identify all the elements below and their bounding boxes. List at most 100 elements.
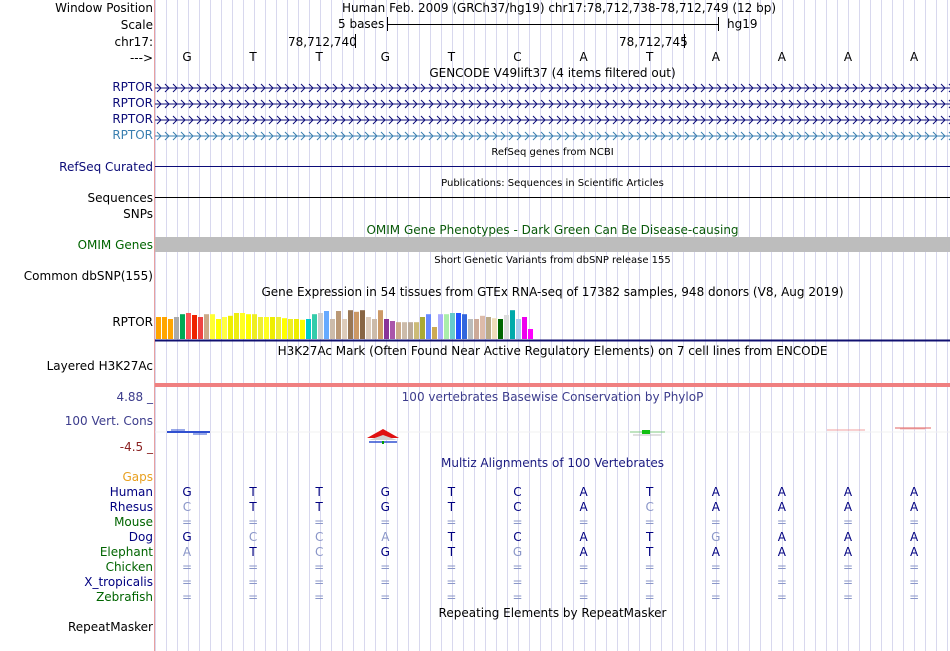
gtex-tissue-bar bbox=[426, 314, 431, 339]
dbsnp-track-title: Short Genetic Variants from dbSNP releas… bbox=[434, 255, 671, 266]
alignment-base: = bbox=[512, 590, 523, 604]
species-label[interactable]: Mouse bbox=[114, 515, 153, 529]
alignment-base: = bbox=[644, 575, 655, 589]
alignment-base: A bbox=[381, 530, 390, 544]
species-label[interactable]: Human bbox=[109, 485, 153, 499]
gtex-tissue-bar bbox=[222, 317, 227, 339]
species-label[interactable]: Dog bbox=[128, 530, 153, 544]
gene-label-rptor-4[interactable]: RPTOR bbox=[112, 128, 153, 142]
alignment-base: = bbox=[710, 590, 721, 604]
alignment-base: = bbox=[776, 515, 787, 529]
label-h3k27ac[interactable]: Layered H3K27Ac bbox=[46, 359, 153, 373]
gtex-tissue-bar bbox=[180, 314, 185, 339]
ruler-base: A bbox=[579, 50, 588, 64]
gtex-tissue-bar bbox=[390, 321, 395, 339]
alignment-base: = bbox=[842, 560, 854, 574]
scale-text: 5 bases bbox=[338, 17, 385, 31]
label-gaps[interactable]: Gaps bbox=[122, 470, 153, 484]
species-label[interactable]: Elephant bbox=[99, 545, 153, 559]
h3k27ac-signal-bar[interactable] bbox=[155, 383, 950, 387]
alignment-base: G bbox=[380, 500, 390, 514]
alignment-base: = bbox=[380, 575, 391, 589]
species-label[interactable]: Rhesus bbox=[109, 500, 153, 514]
transcript-rptor-2[interactable] bbox=[155, 96, 950, 112]
refseq-track-title: RefSeq genes from NCBI bbox=[491, 147, 614, 158]
alignment-base: T bbox=[249, 485, 257, 499]
repeatmasker-track-title: Repeating Elements by RepeatMasker bbox=[438, 606, 667, 620]
alignment-base: A bbox=[909, 530, 919, 544]
alignment-base: = bbox=[909, 575, 920, 589]
alignment-base: = bbox=[644, 515, 655, 529]
gtex-tissue-bar bbox=[162, 317, 167, 339]
species-label[interactable]: Chicken bbox=[105, 560, 153, 574]
alignment-base: = bbox=[181, 575, 193, 589]
alignment-base: A bbox=[777, 485, 786, 499]
label-phylop[interactable]: 100 Vert. Cons bbox=[64, 414, 153, 428]
gtex-tissue-bar bbox=[264, 317, 269, 339]
transcript-rptor-1[interactable] bbox=[155, 80, 950, 96]
gene-label-rptor-2[interactable]: RPTOR bbox=[112, 96, 153, 110]
alignment-base: T bbox=[447, 485, 456, 499]
gtex-tissue-bar bbox=[468, 319, 473, 339]
gene-label-rptor-1[interactable]: RPTOR bbox=[112, 80, 153, 94]
gene-label-rptor-3[interactable]: RPTOR bbox=[112, 112, 153, 126]
alignment-base: = bbox=[446, 560, 457, 574]
alignment-base: A bbox=[182, 545, 192, 559]
alignment-base: = bbox=[314, 515, 325, 529]
gtex-tissue-bar bbox=[294, 319, 299, 339]
alignment-base: A bbox=[579, 545, 588, 559]
scale-bar bbox=[387, 24, 718, 25]
position-left-tick bbox=[355, 34, 356, 48]
gtex-tissue-bar bbox=[282, 318, 287, 339]
omim-gene-bar[interactable] bbox=[155, 237, 950, 252]
alignment-base: C bbox=[645, 500, 654, 514]
alignment-base: = bbox=[909, 515, 920, 529]
alignment-base: = bbox=[776, 560, 787, 574]
gtex-tissue-bar bbox=[420, 317, 425, 339]
refseq-gene-line[interactable] bbox=[155, 166, 950, 167]
alignment-base: A bbox=[777, 530, 786, 544]
phylop-conservation-plot[interactable] bbox=[155, 424, 950, 446]
label-dbsnp[interactable]: Common dbSNP(155) bbox=[23, 269, 153, 283]
gtex-track-title: Gene Expression in 54 tissues from GTEx … bbox=[261, 285, 844, 299]
alignment-base: = bbox=[710, 575, 721, 589]
species-label[interactable]: X_tropicalis bbox=[84, 575, 153, 589]
gtex-tissue-bar bbox=[324, 311, 329, 339]
alignment-base: A bbox=[909, 545, 919, 559]
label-refseq[interactable]: RefSeq Curated bbox=[59, 160, 153, 174]
transcript-rptor-3[interactable] bbox=[155, 112, 950, 128]
h3k27ac-track-title: H3K27Ac Mark (Often Found Near Active Re… bbox=[277, 344, 828, 358]
gencode-transcripts[interactable] bbox=[155, 80, 950, 144]
alignment-base: A bbox=[711, 500, 720, 514]
alignment-base: C bbox=[314, 530, 324, 544]
alignment-base: = bbox=[842, 575, 854, 589]
gtex-expression-chart[interactable] bbox=[155, 296, 950, 342]
publications-sequence-line[interactable] bbox=[155, 197, 950, 198]
gtex-tissue-bar bbox=[240, 313, 245, 339]
label-chrom: chr17: bbox=[114, 35, 153, 49]
alignment-base: A bbox=[843, 500, 853, 514]
alignment-base: T bbox=[447, 545, 456, 559]
alignment-base: G bbox=[380, 545, 390, 559]
alignment-base: = bbox=[314, 590, 325, 604]
alignment-base: A bbox=[909, 500, 919, 514]
alignment-base: = bbox=[380, 515, 391, 529]
gtex-tissue-bar bbox=[168, 319, 173, 339]
label-omim[interactable]: OMIM Genes bbox=[77, 238, 153, 252]
alignment-base: = bbox=[776, 575, 787, 589]
alignment-base: G bbox=[182, 530, 192, 544]
gtex-tissue-bar bbox=[342, 319, 347, 339]
gtex-tissue-bar bbox=[522, 317, 527, 339]
gtex-tissue-bar bbox=[330, 319, 335, 339]
label-scale: Scale bbox=[120, 18, 153, 32]
species-label[interactable]: Zebrafish bbox=[96, 590, 153, 604]
label-repeatmasker[interactable]: RepeatMasker bbox=[67, 620, 153, 634]
label-snps[interactable]: SNPs bbox=[123, 207, 153, 221]
transcript-rptor-4[interactable] bbox=[155, 128, 950, 144]
alignment-base: = bbox=[842, 590, 854, 604]
gtex-tissue-bar bbox=[456, 313, 461, 339]
label-sequences[interactable]: Sequences bbox=[87, 191, 153, 205]
label-gtex-rptor[interactable]: RPTOR bbox=[112, 315, 153, 329]
alignment-base: T bbox=[646, 485, 654, 499]
alignment-base: A bbox=[843, 530, 853, 544]
